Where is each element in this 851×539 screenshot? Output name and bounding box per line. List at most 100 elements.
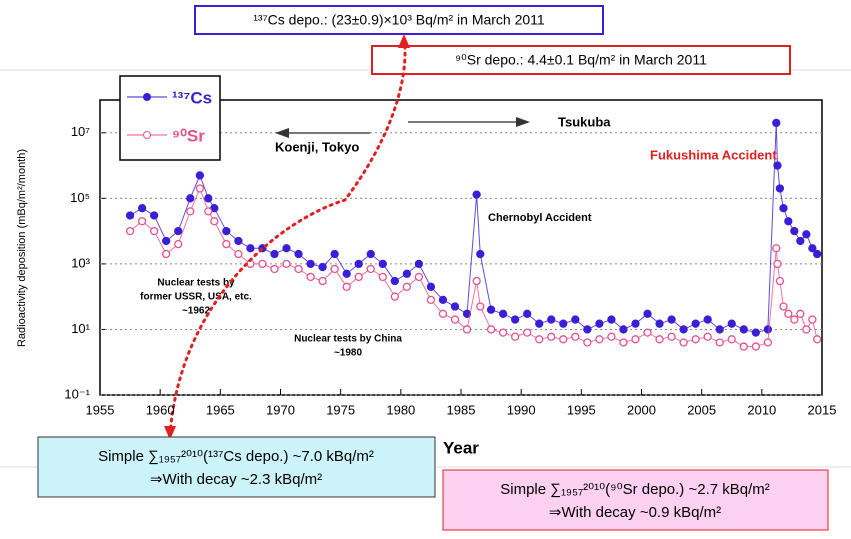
legend-label: ¹³⁷Cs: [172, 88, 212, 107]
data-point: [306, 272, 315, 282]
dotted-arrow: [168, 34, 407, 437]
data-point: [679, 338, 688, 347]
data-point: [802, 230, 811, 239]
data-point: [472, 276, 481, 286]
y-tick-label: 10³: [71, 255, 90, 270]
annotation: Chernobyl Accident: [488, 212, 592, 224]
data-point: [318, 262, 327, 272]
annotation-box: [194, 5, 604, 35]
annotation: ~1980: [334, 348, 363, 359]
summary: Simple ∑₁₉₅₇²⁰¹⁰(⁹⁰Sr depo.) ~2.7 kBq/m²: [500, 481, 770, 498]
data-point: [149, 211, 159, 220]
summary-box: [37, 436, 436, 498]
data-point: [727, 335, 736, 344]
series-line: [129, 187, 818, 348]
x-tick-label: 2000: [627, 402, 656, 417]
data-point: [204, 194, 213, 203]
data-point: [234, 236, 243, 246]
data-point: [366, 264, 375, 274]
data-point: [246, 244, 255, 253]
data-point: [583, 338, 592, 347]
data-point: [330, 264, 339, 274]
data-point: [727, 319, 736, 328]
data-point: [619, 338, 628, 347]
summary: ⇒With decay ~2.3 kBq/m²: [150, 471, 322, 488]
data-point: [330, 249, 339, 259]
data-point: [414, 272, 424, 282]
data-point: [779, 204, 788, 213]
data-point: [125, 226, 135, 236]
data-point: [775, 184, 785, 193]
data-point: [318, 276, 327, 286]
data-point: [282, 259, 291, 269]
legend-box: [119, 75, 221, 161]
x-tick-label: 1955: [86, 402, 115, 417]
data-point: [655, 335, 664, 344]
annotation: Fukushima Accident: [650, 147, 777, 162]
data-point: [426, 295, 436, 304]
data-point: [390, 276, 399, 286]
data-point: [137, 204, 147, 213]
data-point: [715, 338, 724, 347]
annotation: ⁹⁰Sr depo.: 4.4±0.1 Bq/m² in March 2011: [455, 52, 707, 68]
data-point: [486, 325, 496, 334]
data-point: [125, 211, 135, 220]
summary-box: [442, 469, 829, 531]
x-tick-label: 1980: [386, 402, 415, 417]
data-point: [195, 184, 205, 193]
data-point: [571, 315, 580, 324]
data-point: [751, 328, 760, 337]
data-point: [772, 244, 781, 253]
data-point: [703, 332, 712, 341]
data-point: [222, 226, 231, 236]
data-point: [195, 171, 205, 180]
y-tick-label: 10¹: [71, 321, 90, 336]
y-tick-label: 10⁵: [70, 190, 90, 205]
annotation: Koenji, Tokyo: [275, 139, 359, 154]
data-point: [595, 319, 604, 328]
data-point: [631, 319, 640, 328]
data-point: [796, 309, 805, 318]
x-axis-label: Year: [443, 438, 479, 457]
data-point: [186, 194, 195, 203]
data-point: [523, 309, 532, 318]
data-point: [354, 259, 363, 269]
data-point: [643, 309, 652, 318]
data-point: [402, 269, 412, 278]
data-point: [535, 319, 544, 328]
x-tick-label: 1965: [206, 402, 235, 417]
data-point: [476, 302, 485, 311]
data-point: [784, 309, 793, 318]
data-point: [498, 328, 508, 337]
data-point: [607, 332, 616, 341]
data-point: [763, 338, 772, 347]
data-point: [149, 226, 159, 236]
data-point: [535, 335, 544, 344]
data-point: [773, 161, 782, 170]
data-point: [739, 342, 748, 351]
data-point: [511, 332, 520, 341]
data-point: [450, 302, 460, 311]
arrow-head: [398, 34, 410, 48]
arrow-head: [516, 117, 530, 127]
annotation-box: [371, 45, 791, 75]
data-point: [667, 315, 676, 324]
data-point: [462, 325, 472, 334]
data-point: [222, 240, 231, 249]
x-tick-label: 1975: [326, 402, 355, 417]
data-point: [631, 335, 640, 344]
data-point: [802, 325, 811, 334]
data-point: [667, 332, 676, 341]
data-point: [354, 272, 363, 282]
data-point: [137, 217, 147, 226]
legend-marker: [143, 93, 151, 101]
data-point: [808, 315, 817, 324]
data-point: [559, 335, 568, 344]
data-point: [366, 249, 375, 259]
data-point: [619, 325, 628, 334]
data-point: [390, 292, 399, 301]
data-point: [294, 264, 303, 274]
data-point: [162, 236, 171, 246]
y-tick-label: 10⁻¹: [64, 386, 90, 401]
arrow-head: [164, 426, 176, 440]
